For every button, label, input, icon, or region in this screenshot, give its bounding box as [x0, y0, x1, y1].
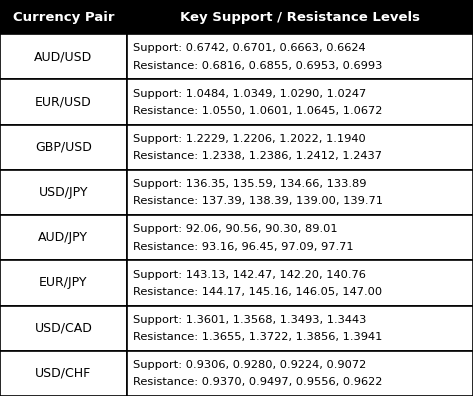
- Text: Support: 1.0484, 1.0349, 1.0290, 1.0247: Support: 1.0484, 1.0349, 1.0290, 1.0247: [133, 89, 366, 99]
- Text: Resistance: 93.16, 96.45, 97.09, 97.71: Resistance: 93.16, 96.45, 97.09, 97.71: [133, 242, 353, 252]
- Text: Support: 143.13, 142.47, 142.20, 140.76: Support: 143.13, 142.47, 142.20, 140.76: [133, 270, 366, 280]
- Text: Support: 0.9306, 0.9280, 0.9224, 0.9072: Support: 0.9306, 0.9280, 0.9224, 0.9072: [133, 360, 366, 370]
- Bar: [127, 351, 473, 396]
- Bar: [127, 79, 473, 124]
- Text: Support: 0.6742, 0.6701, 0.6663, 0.6624: Support: 0.6742, 0.6701, 0.6663, 0.6624: [133, 44, 365, 53]
- Text: EUR/JPY: EUR/JPY: [39, 276, 88, 289]
- Text: Resistance: 1.0550, 1.0601, 1.0645, 1.0672: Resistance: 1.0550, 1.0601, 1.0645, 1.06…: [133, 106, 382, 116]
- Bar: [0, 0, 127, 34]
- Bar: [127, 215, 473, 260]
- Bar: [127, 260, 473, 305]
- Text: GBP/USD: GBP/USD: [35, 141, 92, 154]
- Text: Currency Pair: Currency Pair: [13, 11, 114, 23]
- Bar: [127, 34, 473, 79]
- Bar: [0, 305, 127, 351]
- Text: USD/CHF: USD/CHF: [35, 367, 91, 380]
- Text: Resistance: 1.3655, 1.3722, 1.3856, 1.3941: Resistance: 1.3655, 1.3722, 1.3856, 1.39…: [133, 332, 382, 342]
- Text: Resistance: 1.2338, 1.2386, 1.2412, 1.2437: Resistance: 1.2338, 1.2386, 1.2412, 1.24…: [133, 151, 382, 161]
- Text: AUD/USD: AUD/USD: [34, 50, 93, 63]
- Bar: [127, 0, 473, 34]
- Text: Key Support / Resistance Levels: Key Support / Resistance Levels: [180, 11, 420, 23]
- Text: AUD/JPY: AUD/JPY: [38, 231, 88, 244]
- Text: Support: 136.35, 135.59, 134.66, 133.89: Support: 136.35, 135.59, 134.66, 133.89: [133, 179, 366, 189]
- Bar: [127, 305, 473, 351]
- Text: Resistance: 144.17, 145.16, 146.05, 147.00: Resistance: 144.17, 145.16, 146.05, 147.…: [133, 287, 382, 297]
- Text: Support: 1.3601, 1.3568, 1.3493, 1.3443: Support: 1.3601, 1.3568, 1.3493, 1.3443: [133, 315, 366, 325]
- Text: Resistance: 137.39, 138.39, 139.00, 139.71: Resistance: 137.39, 138.39, 139.00, 139.…: [133, 196, 383, 206]
- Bar: [0, 34, 127, 79]
- Bar: [0, 215, 127, 260]
- Bar: [0, 124, 127, 170]
- Text: Resistance: 0.6816, 0.6855, 0.6953, 0.6993: Resistance: 0.6816, 0.6855, 0.6953, 0.69…: [133, 61, 382, 70]
- Text: USD/CAD: USD/CAD: [35, 322, 92, 335]
- Text: Support: 92.06, 90.56, 90.30, 89.01: Support: 92.06, 90.56, 90.30, 89.01: [133, 225, 337, 234]
- Bar: [127, 170, 473, 215]
- Bar: [0, 260, 127, 305]
- Text: EUR/USD: EUR/USD: [35, 95, 92, 109]
- Bar: [0, 79, 127, 124]
- Text: USD/JPY: USD/JPY: [39, 186, 88, 199]
- Bar: [0, 170, 127, 215]
- Bar: [0, 351, 127, 396]
- Text: Support: 1.2229, 1.2206, 1.2022, 1.1940: Support: 1.2229, 1.2206, 1.2022, 1.1940: [133, 134, 366, 144]
- Bar: [127, 124, 473, 170]
- Text: Resistance: 0.9370, 0.9497, 0.9556, 0.9622: Resistance: 0.9370, 0.9497, 0.9556, 0.96…: [133, 377, 382, 387]
